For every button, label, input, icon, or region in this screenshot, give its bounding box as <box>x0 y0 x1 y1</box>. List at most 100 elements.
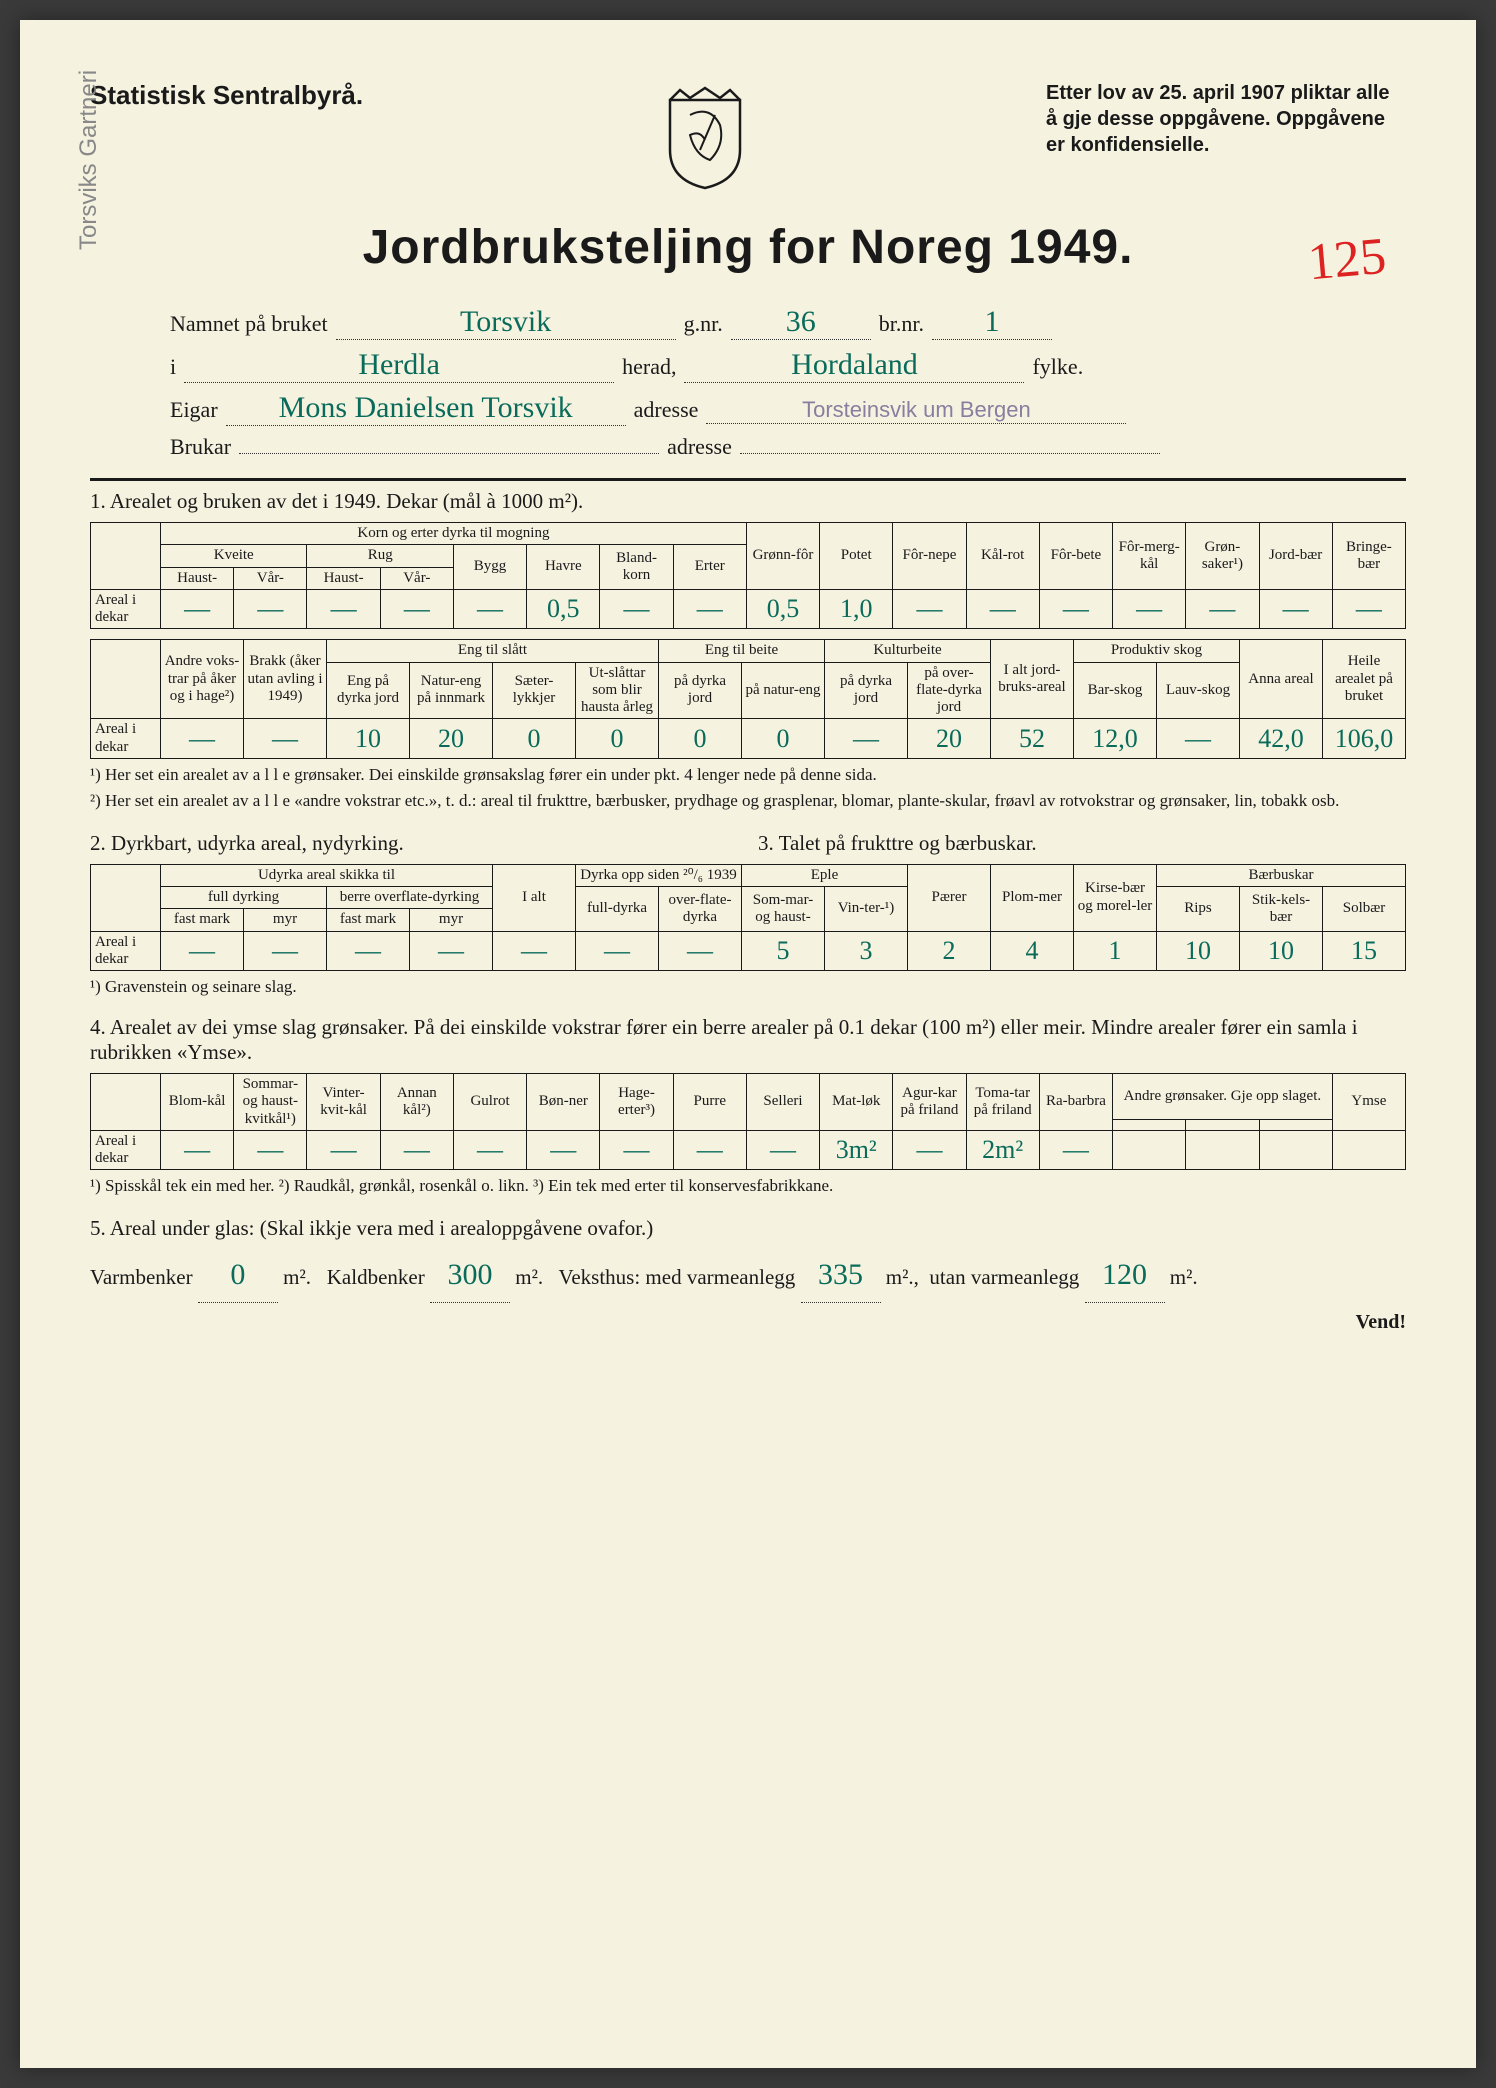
cell: — <box>673 1130 746 1170</box>
cell: — <box>746 1130 819 1170</box>
cell: — <box>327 931 410 971</box>
cell: 20 <box>410 719 493 759</box>
cell: — <box>307 589 380 629</box>
th: Fôr-merg-kål <box>1113 523 1186 590</box>
th: Fôr-bete <box>1039 523 1112 590</box>
th: Blom-kål <box>161 1074 234 1131</box>
data-row: Areal i dekar ———————53241101015 <box>91 931 1406 971</box>
cell: — <box>1039 589 1112 629</box>
cell: — <box>673 589 746 629</box>
table-section1b: Andre voks-trar på åker og i hage²) Brak… <box>90 639 1406 759</box>
field-herad: i Herdla herad, Hordaland fylke. <box>170 348 1326 383</box>
value: Torsvik <box>336 305 676 340</box>
cell: 15 <box>1323 931 1406 971</box>
cell: — <box>825 719 908 759</box>
cell: 0 <box>659 719 742 759</box>
label: fylke. <box>1032 354 1083 380</box>
section5: 5. Areal under glas: (Skal ikkje vera me… <box>90 1210 1406 1303</box>
cell: 20 <box>908 719 991 759</box>
th <box>91 1074 161 1131</box>
label: Varmbenker <box>90 1265 193 1289</box>
value: Torsteinsvik um Bergen <box>706 397 1126 424</box>
value: 0 <box>198 1248 278 1303</box>
cell: — <box>307 1130 380 1170</box>
th: myr <box>410 909 493 931</box>
cell: — <box>234 1130 307 1170</box>
cell: — <box>161 719 244 759</box>
th <box>91 523 161 590</box>
footnote: ²) Her set ein arealet av a l l e «andre… <box>90 791 1406 811</box>
cell: — <box>1157 719 1240 759</box>
th: Ymse <box>1332 1074 1405 1131</box>
th: berre overflate-dyrking <box>327 887 493 909</box>
unit: m². <box>283 1265 311 1289</box>
cell: 3m² <box>820 1130 893 1170</box>
cell: — <box>1259 589 1332 629</box>
th: Eple <box>742 864 908 886</box>
th: Andre grønsaker. Gje opp slaget. <box>1113 1074 1333 1120</box>
th <box>1113 1120 1186 1130</box>
th: Andre voks-trar på åker og i hage²) <box>161 640 244 719</box>
value: 120 <box>1085 1248 1165 1303</box>
th: Kulturbeite <box>825 640 991 662</box>
value: 335 <box>801 1248 881 1303</box>
cell: — <box>893 589 966 629</box>
cell: — <box>1039 1130 1112 1170</box>
cell: — <box>161 1130 234 1170</box>
th: Pærer <box>908 864 991 931</box>
cell: 2m² <box>966 1130 1039 1170</box>
th: Vinter-kvit-kål <box>307 1074 380 1131</box>
th: Rug <box>307 545 453 567</box>
cell: 3 <box>825 931 908 971</box>
value: Mons Danielsen Torsvik <box>226 391 626 426</box>
agency-name: Statistisk Sentralbyrå. <box>90 80 363 111</box>
th: Stik-kels-bær <box>1240 887 1323 932</box>
th: Vår- <box>380 567 453 589</box>
th: full dyrking <box>161 887 327 909</box>
th: på natur-eng <box>742 662 825 719</box>
red-page-number: 125 <box>1306 227 1389 293</box>
cell: 0 <box>576 719 659 759</box>
cell: — <box>659 931 742 971</box>
th: Annan kål²) <box>380 1074 453 1131</box>
cell: 42,0 <box>1240 719 1323 759</box>
footnote: ¹) Spisskål tek ein med her. ²) Raudkål,… <box>90 1176 1406 1196</box>
th: på dyrka jord <box>659 662 742 719</box>
row-label: Areal i dekar <box>91 1130 161 1170</box>
th: Solbær <box>1323 887 1406 932</box>
cell: — <box>1113 589 1186 629</box>
unit: m². <box>1170 1265 1198 1289</box>
cell: — <box>453 589 526 629</box>
th: Eng til beite <box>659 640 825 662</box>
th: Dyrka opp siden ²⁰/₆ 1939 <box>576 864 742 886</box>
th: Potet <box>820 523 893 590</box>
footnote: ¹) Gravenstein og seinare slag. <box>90 977 1406 997</box>
th <box>1186 1120 1259 1130</box>
cell: — <box>493 931 576 971</box>
cell: 10 <box>1157 931 1240 971</box>
cell: 1 <box>1074 931 1157 971</box>
cell: — <box>380 1130 453 1170</box>
th: Som-mar- og haust- <box>742 887 825 932</box>
cell: — <box>453 1130 526 1170</box>
cell: 106,0 <box>1323 719 1406 759</box>
vend-label: Vend! <box>90 1311 1406 1334</box>
th: Agur-kar på friland <box>893 1074 966 1131</box>
th: Vår- <box>234 567 307 589</box>
label: adresse <box>667 434 732 460</box>
th: Grønn-fôr <box>746 523 819 590</box>
th: I alt jord-bruks-areal <box>991 640 1074 719</box>
th: Jord-bær <box>1259 523 1332 590</box>
vertical-stamp: Torsviks Gartneri <box>75 70 103 250</box>
th: på over-flate-dyrka jord <box>908 662 991 719</box>
unit: m². <box>886 1265 914 1289</box>
th: Ut-slåttar som blir hausta årleg <box>576 662 659 719</box>
cell: 0,5 <box>527 589 600 629</box>
section1-title: 1. Arealet og bruken av det i 1949. Deka… <box>90 478 1406 514</box>
field-eigar: Eigar Mons Danielsen Torsvik adresse Tor… <box>170 391 1326 426</box>
cell: 4 <box>991 931 1074 971</box>
th: Purre <box>673 1074 746 1131</box>
cell: 0,5 <box>746 589 819 629</box>
th: Natur-eng på innmark <box>410 662 493 719</box>
th: Plom-mer <box>991 864 1074 931</box>
